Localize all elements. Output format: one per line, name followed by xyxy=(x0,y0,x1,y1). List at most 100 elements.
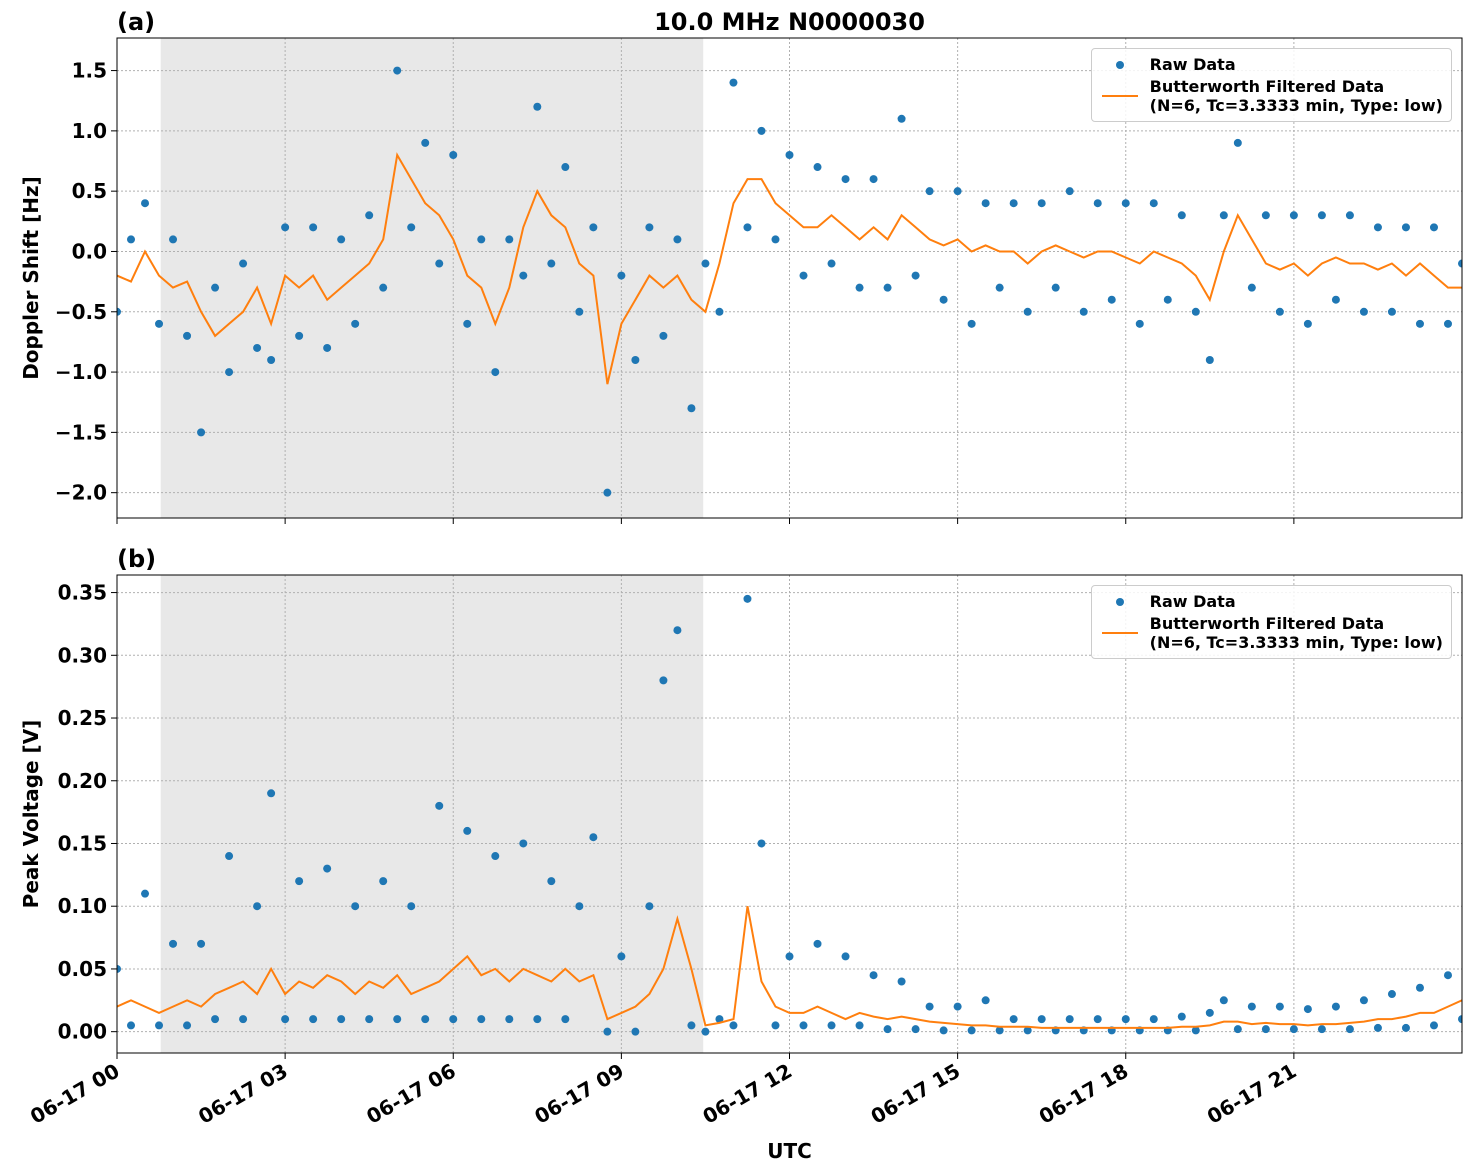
raw-point xyxy=(533,1015,542,1024)
raw-point xyxy=(659,331,668,340)
raw-point xyxy=(117,307,121,316)
raw-point xyxy=(491,368,500,377)
raw-point xyxy=(309,223,318,232)
panel-label: (a) xyxy=(117,8,155,36)
raw-point xyxy=(841,175,850,184)
raw-point xyxy=(729,1021,738,1030)
raw-point xyxy=(813,939,822,948)
filtered-line xyxy=(117,152,1462,385)
raw-point xyxy=(715,1015,724,1024)
raw-point xyxy=(1289,211,1298,220)
raw-point xyxy=(1037,199,1046,208)
raw-point xyxy=(1275,307,1284,316)
raw-point xyxy=(1401,223,1410,232)
raw-point xyxy=(883,283,892,292)
raw-point xyxy=(911,1025,920,1034)
data xyxy=(117,594,1462,1036)
raw-point xyxy=(477,1015,486,1024)
raw-point xyxy=(463,319,472,328)
legend-key xyxy=(1115,61,1124,69)
raw-point xyxy=(407,902,416,911)
raw-point xyxy=(1163,295,1172,304)
y-tick-label: 0.15 xyxy=(58,831,107,855)
raw-point xyxy=(1387,990,1396,999)
raw-point xyxy=(869,175,878,184)
raw-point xyxy=(239,259,248,268)
raw-point xyxy=(407,223,416,232)
raw-point xyxy=(1415,983,1424,992)
raw-point xyxy=(1037,1015,1046,1024)
legend-entry: Butterworth Filtered Data (N=6, Tc=3.333… xyxy=(1100,77,1443,115)
raw-point xyxy=(519,839,528,848)
raw-point xyxy=(323,864,332,873)
raw-point xyxy=(141,199,150,208)
raw-point xyxy=(337,235,346,244)
raw-point xyxy=(743,223,752,232)
raw-point xyxy=(267,356,276,365)
raw-point xyxy=(1205,1008,1214,1017)
raw-point xyxy=(351,319,360,328)
y-tick-label: 0.05 xyxy=(58,957,107,981)
x-tick-label: 06-17 12 xyxy=(698,1059,796,1129)
raw-point xyxy=(1093,199,1102,208)
raw-point xyxy=(197,939,206,948)
raw-point xyxy=(659,676,668,685)
raw-point xyxy=(239,1015,248,1024)
raw-point xyxy=(995,283,1004,292)
x-tick-label: 06-17 21 xyxy=(1203,1059,1301,1129)
raw-point xyxy=(225,852,234,861)
raw-point xyxy=(1093,1015,1102,1024)
raw-point xyxy=(995,1026,1004,1035)
raw-point xyxy=(841,952,850,961)
y-tick-label: 0.5 xyxy=(72,179,107,203)
raw-point xyxy=(757,839,766,848)
raw-point xyxy=(897,977,906,986)
legend-key xyxy=(1101,632,1138,634)
x-axis-label: UTC xyxy=(767,1139,812,1163)
raw-point xyxy=(813,163,822,172)
raw-point xyxy=(211,1015,220,1024)
raw-point xyxy=(883,1025,892,1034)
raw-point xyxy=(1415,319,1424,328)
raw-point xyxy=(449,150,458,159)
raw-point xyxy=(1107,295,1116,304)
raw-point xyxy=(323,343,332,352)
raw-point xyxy=(197,428,206,437)
raw-point xyxy=(435,259,444,268)
raw-point xyxy=(1247,283,1256,292)
legend-label: Raw Data xyxy=(1149,55,1236,74)
raw-point xyxy=(827,1021,836,1030)
legend-marker xyxy=(1115,598,1124,606)
y-tick-label: 0.30 xyxy=(58,643,107,667)
raw-point xyxy=(561,163,570,172)
raw-point xyxy=(589,223,598,232)
raw-point xyxy=(967,319,976,328)
raw-point xyxy=(337,1015,346,1024)
raw-point xyxy=(505,1015,514,1024)
raw-point xyxy=(1191,1026,1200,1035)
y-tick-label: 0.35 xyxy=(58,581,107,605)
y-tick-label: 0.00 xyxy=(58,1020,107,1044)
chart-title: 10.0 MHz N0000030 xyxy=(654,8,925,36)
raw-point xyxy=(1303,1005,1312,1014)
axes-frame xyxy=(116,574,1463,1054)
raw-point xyxy=(575,902,584,911)
raw-point xyxy=(435,801,444,810)
raw-point xyxy=(1023,307,1032,316)
raw-point xyxy=(855,283,864,292)
raw-point xyxy=(281,223,290,232)
raw-point xyxy=(925,187,934,196)
raw-point xyxy=(1051,283,1060,292)
raw-point xyxy=(253,343,262,352)
raw-point xyxy=(1065,1015,1074,1024)
raw-point xyxy=(1261,211,1270,220)
raw-point xyxy=(589,833,598,842)
raw-point xyxy=(897,114,906,123)
raw-point xyxy=(1205,356,1214,365)
raw-point xyxy=(1149,1015,1158,1024)
raw-point xyxy=(1345,211,1354,220)
raw-point xyxy=(491,852,500,861)
raw-point xyxy=(1429,1021,1438,1030)
